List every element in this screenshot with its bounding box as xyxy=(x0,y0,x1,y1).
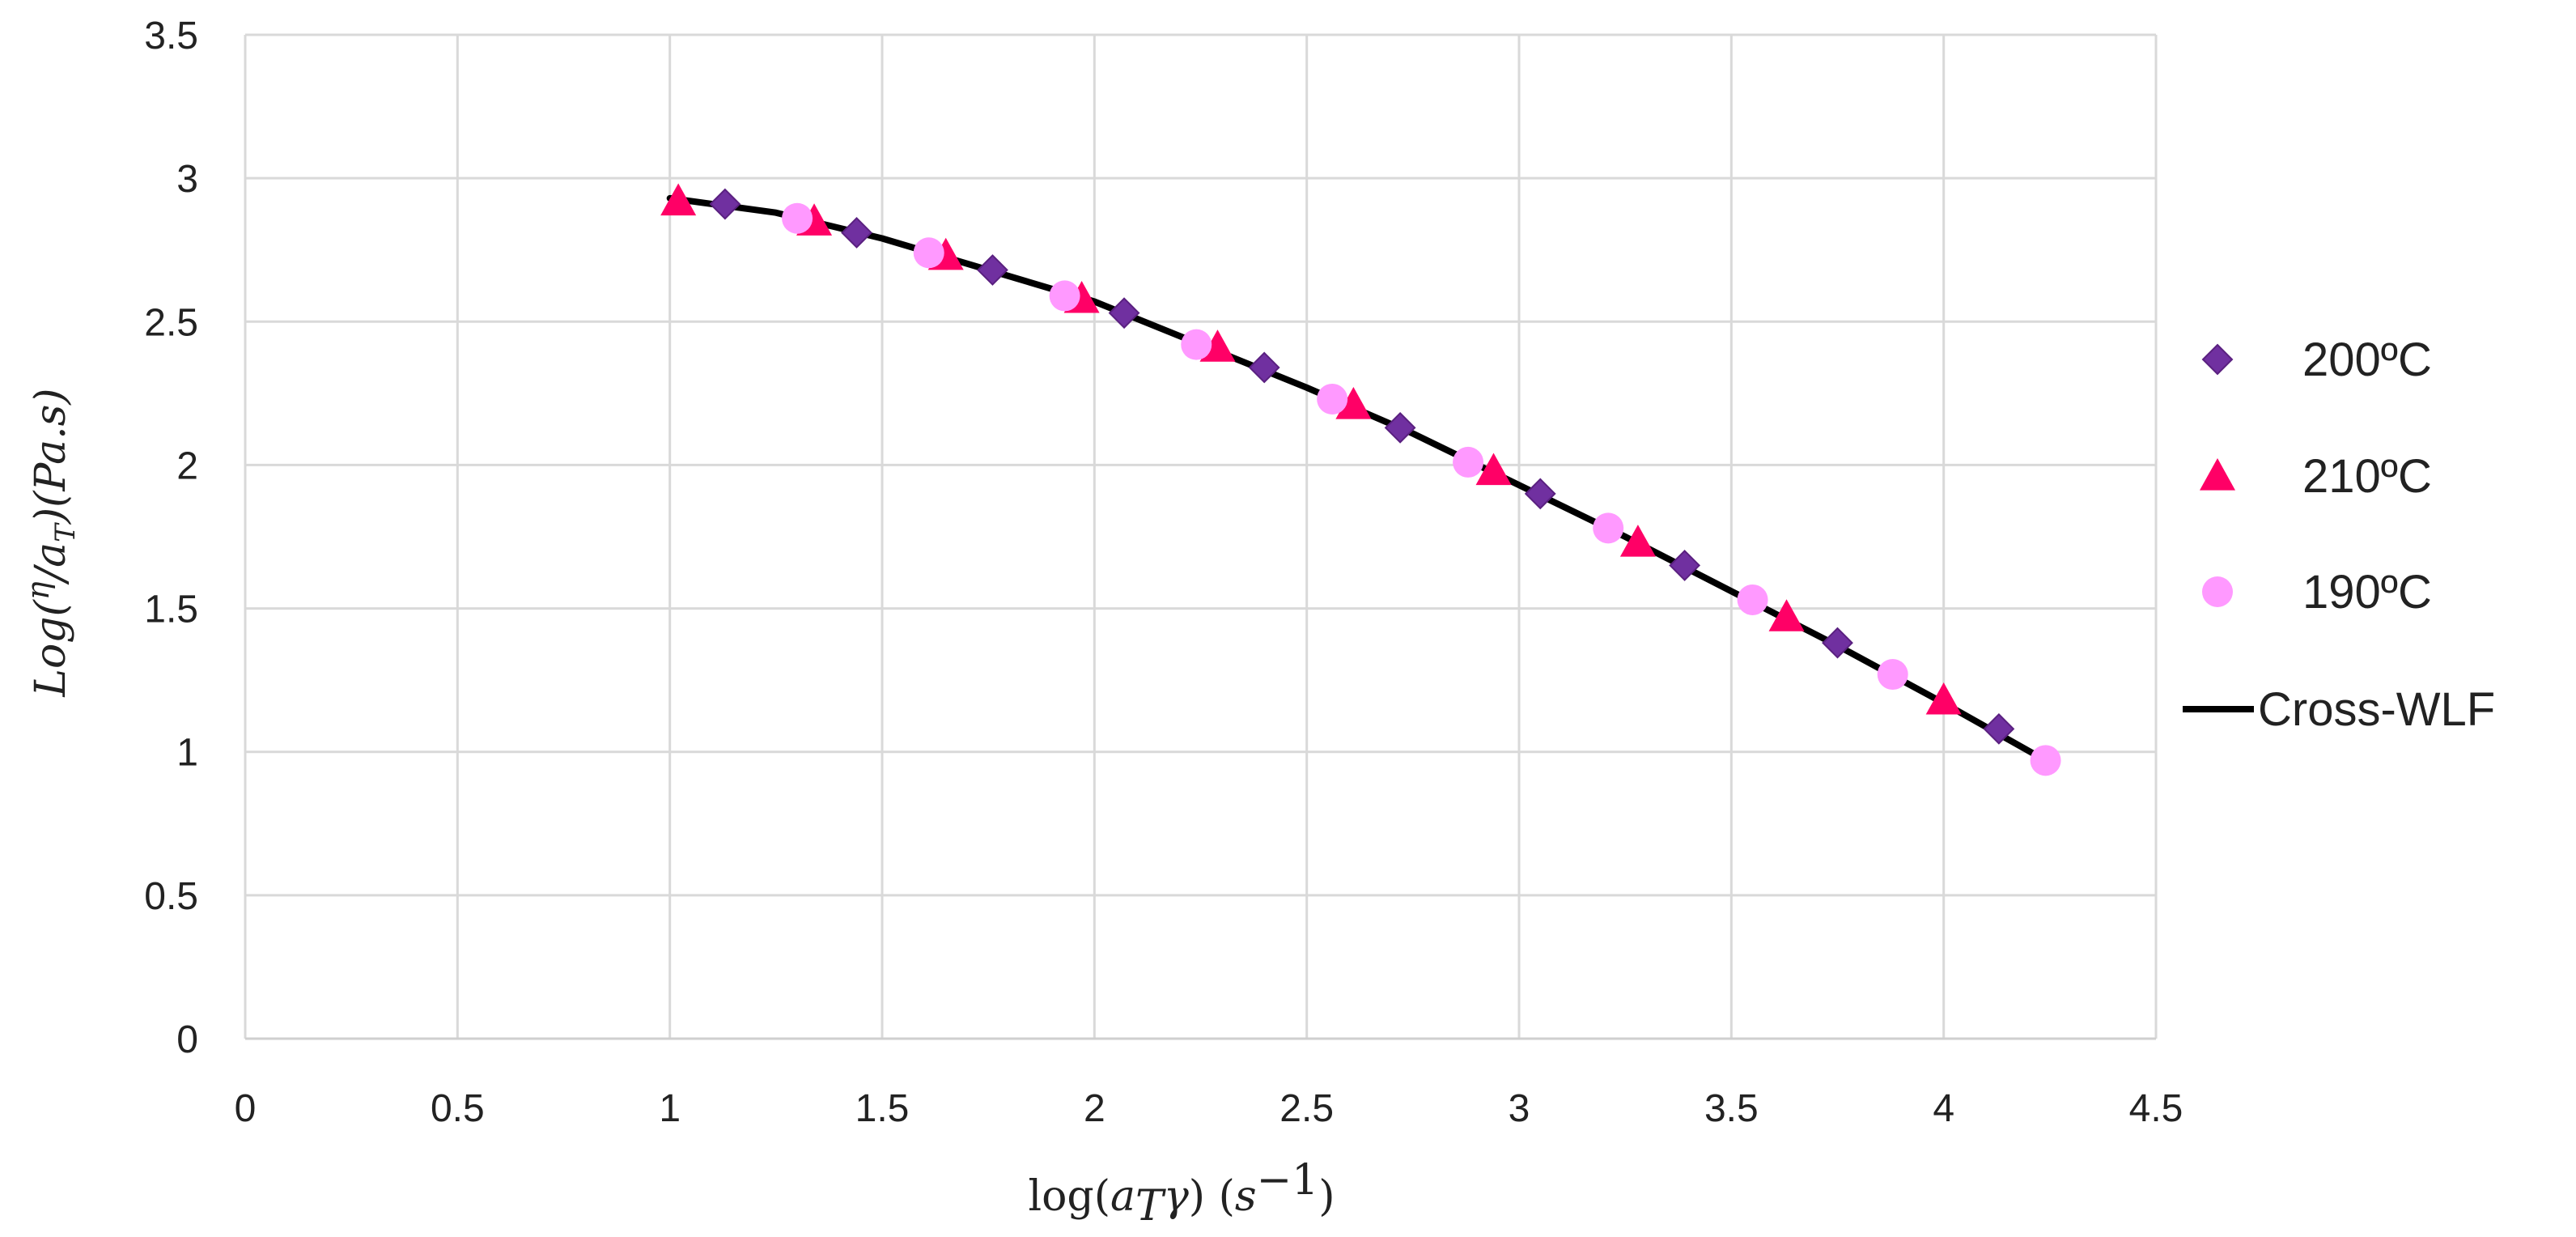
x-tick-label: 3 xyxy=(1509,1087,1530,1130)
legend-swatch-circle xyxy=(2202,576,2233,607)
legend-swatch-triangle xyxy=(2200,458,2235,491)
x-tick-label: 4 xyxy=(1933,1087,1954,1130)
x-tick-label: 1 xyxy=(659,1087,681,1130)
legend-label: 200ºC xyxy=(2302,334,2432,386)
cross-wlf-line xyxy=(666,194,2049,764)
y-axis-title: Log(η/aT)(Pa.s) xyxy=(20,388,82,697)
y-tick-label: 1 xyxy=(176,732,198,775)
point-diamond xyxy=(976,254,1008,286)
point-circle xyxy=(1317,383,1348,414)
y-tick-label: 3 xyxy=(176,158,198,201)
point-triangle xyxy=(1475,453,1512,486)
x-tick-label: 1.5 xyxy=(855,1087,910,1130)
point-diamond xyxy=(1108,297,1140,329)
cross-wlf-line-group xyxy=(666,194,2049,764)
svg-text:Log(η/aT)(Pa.s): Log(η/aT)(Pa.s) xyxy=(20,388,82,697)
x-tick-label: 4.5 xyxy=(2129,1087,2183,1130)
y-tick-label: 3.5 xyxy=(144,15,198,57)
point-triangle xyxy=(1335,387,1372,419)
x-tick-label: 3.5 xyxy=(1704,1087,1759,1130)
y-tick-label: 0.5 xyxy=(144,875,198,918)
x-tick-label: 0.5 xyxy=(431,1087,485,1130)
point-circle xyxy=(913,237,944,269)
point-circle xyxy=(1181,329,1212,360)
point-triangle xyxy=(1619,525,1656,557)
point-diamond xyxy=(1524,478,1556,510)
point-circle xyxy=(1737,584,1768,615)
y-axis-ticks: 0 0.5 1 1.5 2 2.5 3 3.5 xyxy=(144,15,198,1061)
x-tick-label: 2 xyxy=(1084,1087,1106,1130)
legend-label: 210ºC xyxy=(2302,450,2432,503)
legend-label: Cross-WLF xyxy=(2258,683,2495,736)
point-circle xyxy=(1593,512,1624,544)
point-triangle xyxy=(1768,599,1805,631)
y-tick-label: 0 xyxy=(176,1018,198,1061)
y-tick-label: 1.5 xyxy=(144,589,198,631)
point-diamond xyxy=(1669,550,1701,581)
y-tick-label: 2.5 xyxy=(144,301,198,344)
x-tick-label: 0 xyxy=(235,1087,257,1130)
x-axis-ticks: 0 0.5 1 1.5 2 2.5 3 3.5 4 4.5 xyxy=(235,1087,2183,1130)
point-diamond xyxy=(1822,627,1853,659)
point-diamond xyxy=(1384,411,1416,444)
x-axis-title: log(aTγ) (s−1) xyxy=(1028,1156,1335,1231)
data-points-group xyxy=(660,183,2061,776)
point-circle xyxy=(1049,280,1080,312)
point-circle xyxy=(1877,659,1908,691)
legend: 200ºC 210ºC 190ºC Cross-WLF xyxy=(2183,334,2495,736)
point-triangle xyxy=(660,183,697,216)
grid xyxy=(244,33,2158,1040)
x-tick-label: 2.5 xyxy=(1280,1087,1334,1130)
y-tick-label: 2 xyxy=(176,444,198,487)
point-diamond xyxy=(709,188,741,220)
point-circle xyxy=(782,202,813,234)
point-diamond xyxy=(1983,712,2015,745)
point-circle xyxy=(1453,446,1484,478)
legend-swatch-diamond xyxy=(2201,343,2234,376)
point-diamond xyxy=(841,217,872,249)
svg-text:log(aTγ) (s−1): log(aTγ) (s−1) xyxy=(1028,1156,1335,1231)
point-triangle xyxy=(1925,682,1962,715)
point-circle xyxy=(2030,745,2061,776)
point-diamond xyxy=(1248,351,1280,384)
legend-label: 190ºC xyxy=(2302,566,2432,618)
